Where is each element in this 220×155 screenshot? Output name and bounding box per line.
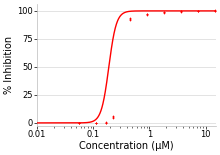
Y-axis label: % Inhibition: % Inhibition: [4, 36, 14, 94]
X-axis label: Concentration (μM): Concentration (μM): [79, 141, 174, 151]
